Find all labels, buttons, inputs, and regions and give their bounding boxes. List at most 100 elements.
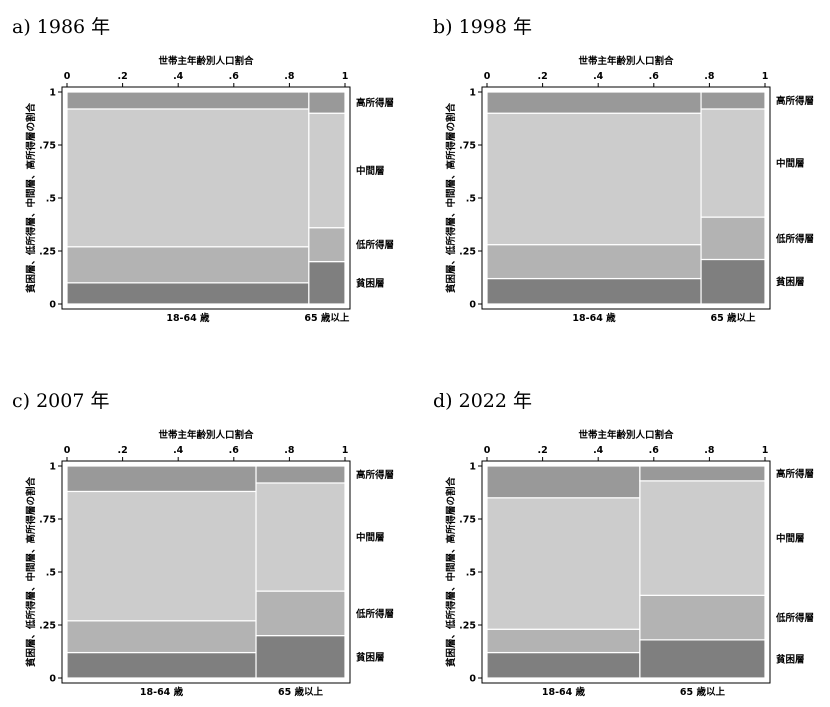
- panel-c-y-axis-title: 貧困層、低所得層、中間層、高所得層の割合: [25, 477, 37, 668]
- panel-b-y-tick-label: 1: [469, 88, 476, 99]
- panel-d-tile-working-age-poor: [486, 651, 641, 679]
- panel-a-x-tick-label: .4: [173, 71, 184, 82]
- panel-a-tile-elderly-middle: [308, 112, 346, 229]
- panel-b-x-tick-label: .6: [649, 71, 660, 82]
- panel-d-x-tick-label: .4: [593, 445, 604, 456]
- panel-c-category-label: 65 歳以上: [278, 686, 324, 698]
- panel-a-y-axis-title: 貧困層、低所得層、中間層、高所得層の割合: [25, 103, 37, 294]
- panel-d-y-tick-label: .5: [466, 568, 476, 579]
- panel-b-y-tick-label: .5: [466, 194, 476, 205]
- panel-c-tile-working-age-poor: [66, 651, 257, 679]
- panel-a-layer-label-high-income: 高所得層: [356, 97, 394, 109]
- panel-b-category-label: 65 歳以上: [711, 312, 757, 324]
- panel-c-y-tick-label: 0: [49, 674, 56, 685]
- panel-d-y-tick-label: 0: [469, 674, 476, 685]
- panel-c-x-tick-label: 0: [64, 445, 71, 456]
- panel-a-x-tick-label: 1: [342, 71, 349, 82]
- panel-a-y-tick-label: 1: [49, 88, 56, 99]
- panel-b-tile-elderly-middle: [700, 108, 766, 218]
- panel-c-top-axis-label: 世帯主年齢別人口割合: [158, 429, 254, 441]
- panel-a-y-tick-label: 0: [49, 300, 56, 311]
- panel-c-y-tick-label: .75: [39, 515, 56, 526]
- panel-d-category-label: 18-64 歳: [542, 686, 586, 698]
- panel-d-x-tick-label: 1: [762, 445, 769, 456]
- panel-d-tile-elderly-middle: [639, 480, 766, 596]
- panel-a-layer-label-poor: 貧困層: [356, 277, 385, 289]
- panel-c-x-tick-label: .8: [284, 445, 295, 456]
- panel-b-y-tick-label: 0: [469, 300, 476, 311]
- panel-a-tile-elderly-low-income: [308, 227, 346, 263]
- panel-b-x-tick-label: 0: [484, 71, 491, 82]
- panel-d-layer-label-low-income: 低所得層: [775, 612, 814, 624]
- panel-a-x-tick-label: .8: [284, 71, 295, 82]
- panel-b-tile-elderly-high-income: [700, 91, 766, 110]
- panel-title-d: d) 2022 年: [433, 390, 533, 412]
- panel-a-tile-working-age-poor: [66, 282, 310, 305]
- panel-b-layer-label-middle: 中間層: [776, 158, 805, 170]
- panel-d-layer-label-poor: 貧困層: [776, 653, 805, 665]
- panel-b-layer-label-high-income: 高所得層: [776, 95, 814, 107]
- panel-d-y-tick-label: .25: [459, 621, 476, 632]
- panel-c-layer-label-middle: 中間層: [356, 532, 385, 544]
- panel-a-x-tick-label: 0: [64, 71, 71, 82]
- panel-b-layer-label-low-income: 低所得層: [775, 233, 814, 245]
- panel-c-x-tick-label: .4: [173, 445, 184, 456]
- panel-a-x-tick-label: .6: [229, 71, 240, 82]
- panel-c-tile-working-age-middle: [66, 490, 257, 622]
- panel-b-tile-working-age-poor: [486, 277, 702, 305]
- panel-d-tile-elderly-poor: [639, 639, 766, 679]
- panel-c-layer-label-poor: 貧困層: [356, 651, 385, 663]
- panel-d-category-label: 65 歳以上: [680, 686, 726, 698]
- panel-d-x-tick-label: .8: [704, 445, 715, 456]
- panel-d-layer-label-middle: 中間層: [776, 533, 805, 545]
- panel-d-tile-working-age-low-income: [486, 628, 641, 654]
- panel-c-y-tick-label: .5: [46, 568, 56, 579]
- panel-c-category-label: 18-64 歳: [140, 686, 184, 698]
- panel-a-tile-working-age-low-income: [66, 246, 310, 284]
- panel-b-tile-elderly-low-income: [700, 216, 766, 261]
- panel-d-layer-label-high-income: 高所得層: [776, 468, 814, 480]
- panel-c-y-tick-label: .25: [39, 621, 56, 632]
- panel-c-tile-elderly-middle: [255, 482, 346, 592]
- panel-c-x-tick-label: 1: [342, 445, 349, 456]
- panel-d-y-axis-title: 貧困層、低所得層、中間層、高所得層の割合: [445, 477, 457, 668]
- panel-d-y-tick-label: 1: [469, 462, 476, 473]
- panel-a-tile-elderly-high-income: [308, 91, 346, 114]
- panel-d-y-tick-label: .75: [459, 515, 476, 526]
- panel-c-y-tick-label: 1: [49, 462, 56, 473]
- panel-d-top-axis-label: 世帯主年齢別人口割合: [578, 429, 674, 441]
- panel-c-tile-elderly-poor: [255, 634, 346, 679]
- panel-a-top-axis-label: 世帯主年齢別人口割合: [158, 55, 254, 67]
- panel-d-tile-working-age-middle: [486, 497, 641, 630]
- panel-a-layer-label-middle: 中間層: [356, 165, 385, 177]
- panel-d-x-tick-label: 0: [484, 445, 491, 456]
- panel-d-x-tick-label: .6: [649, 445, 660, 456]
- panel-a-layer-label-low-income: 低所得層: [355, 239, 394, 251]
- panel-c-tile-working-age-high-income: [66, 465, 257, 493]
- panel-c-tile-elderly-low-income: [255, 590, 346, 637]
- panel-title-b: b) 1998 年: [433, 16, 533, 38]
- panel-b-tile-working-age-middle: [486, 112, 702, 246]
- panel-b-x-tick-label: .8: [704, 71, 715, 82]
- panel-b-x-tick-label: 1: [762, 71, 769, 82]
- panel-a-tile-working-age-high-income: [66, 91, 310, 110]
- panel-a-y-tick-label: .5: [46, 194, 56, 205]
- panel-b-layer-label-poor: 貧困層: [776, 276, 805, 288]
- panel-b-tile-elderly-poor: [700, 258, 766, 305]
- panel-b-x-tick-label: .4: [593, 71, 604, 82]
- panel-a-y-tick-label: .25: [39, 247, 56, 258]
- panel-c-layer-label-high-income: 高所得層: [356, 469, 394, 481]
- panel-a-y-tick-label: .75: [39, 141, 56, 152]
- panel-a-category-label: 65 歳以上: [304, 312, 350, 324]
- panel-d-tile-elderly-low-income: [639, 594, 766, 641]
- panel-c-layer-label-low-income: 低所得層: [355, 608, 394, 620]
- panel-title-c: c) 2007 年: [12, 390, 110, 412]
- panel-a-tile-elderly-poor: [308, 261, 346, 305]
- panel-b-x-tick-label: .2: [537, 71, 547, 82]
- panel-a-category-label: 18-64 歳: [166, 312, 210, 324]
- panel-c-tile-elderly-high-income: [255, 465, 346, 484]
- panel-d-tile-elderly-high-income: [639, 465, 766, 482]
- panel-c-x-tick-label: .6: [229, 445, 240, 456]
- panel-a-tile-working-age-middle: [66, 108, 310, 248]
